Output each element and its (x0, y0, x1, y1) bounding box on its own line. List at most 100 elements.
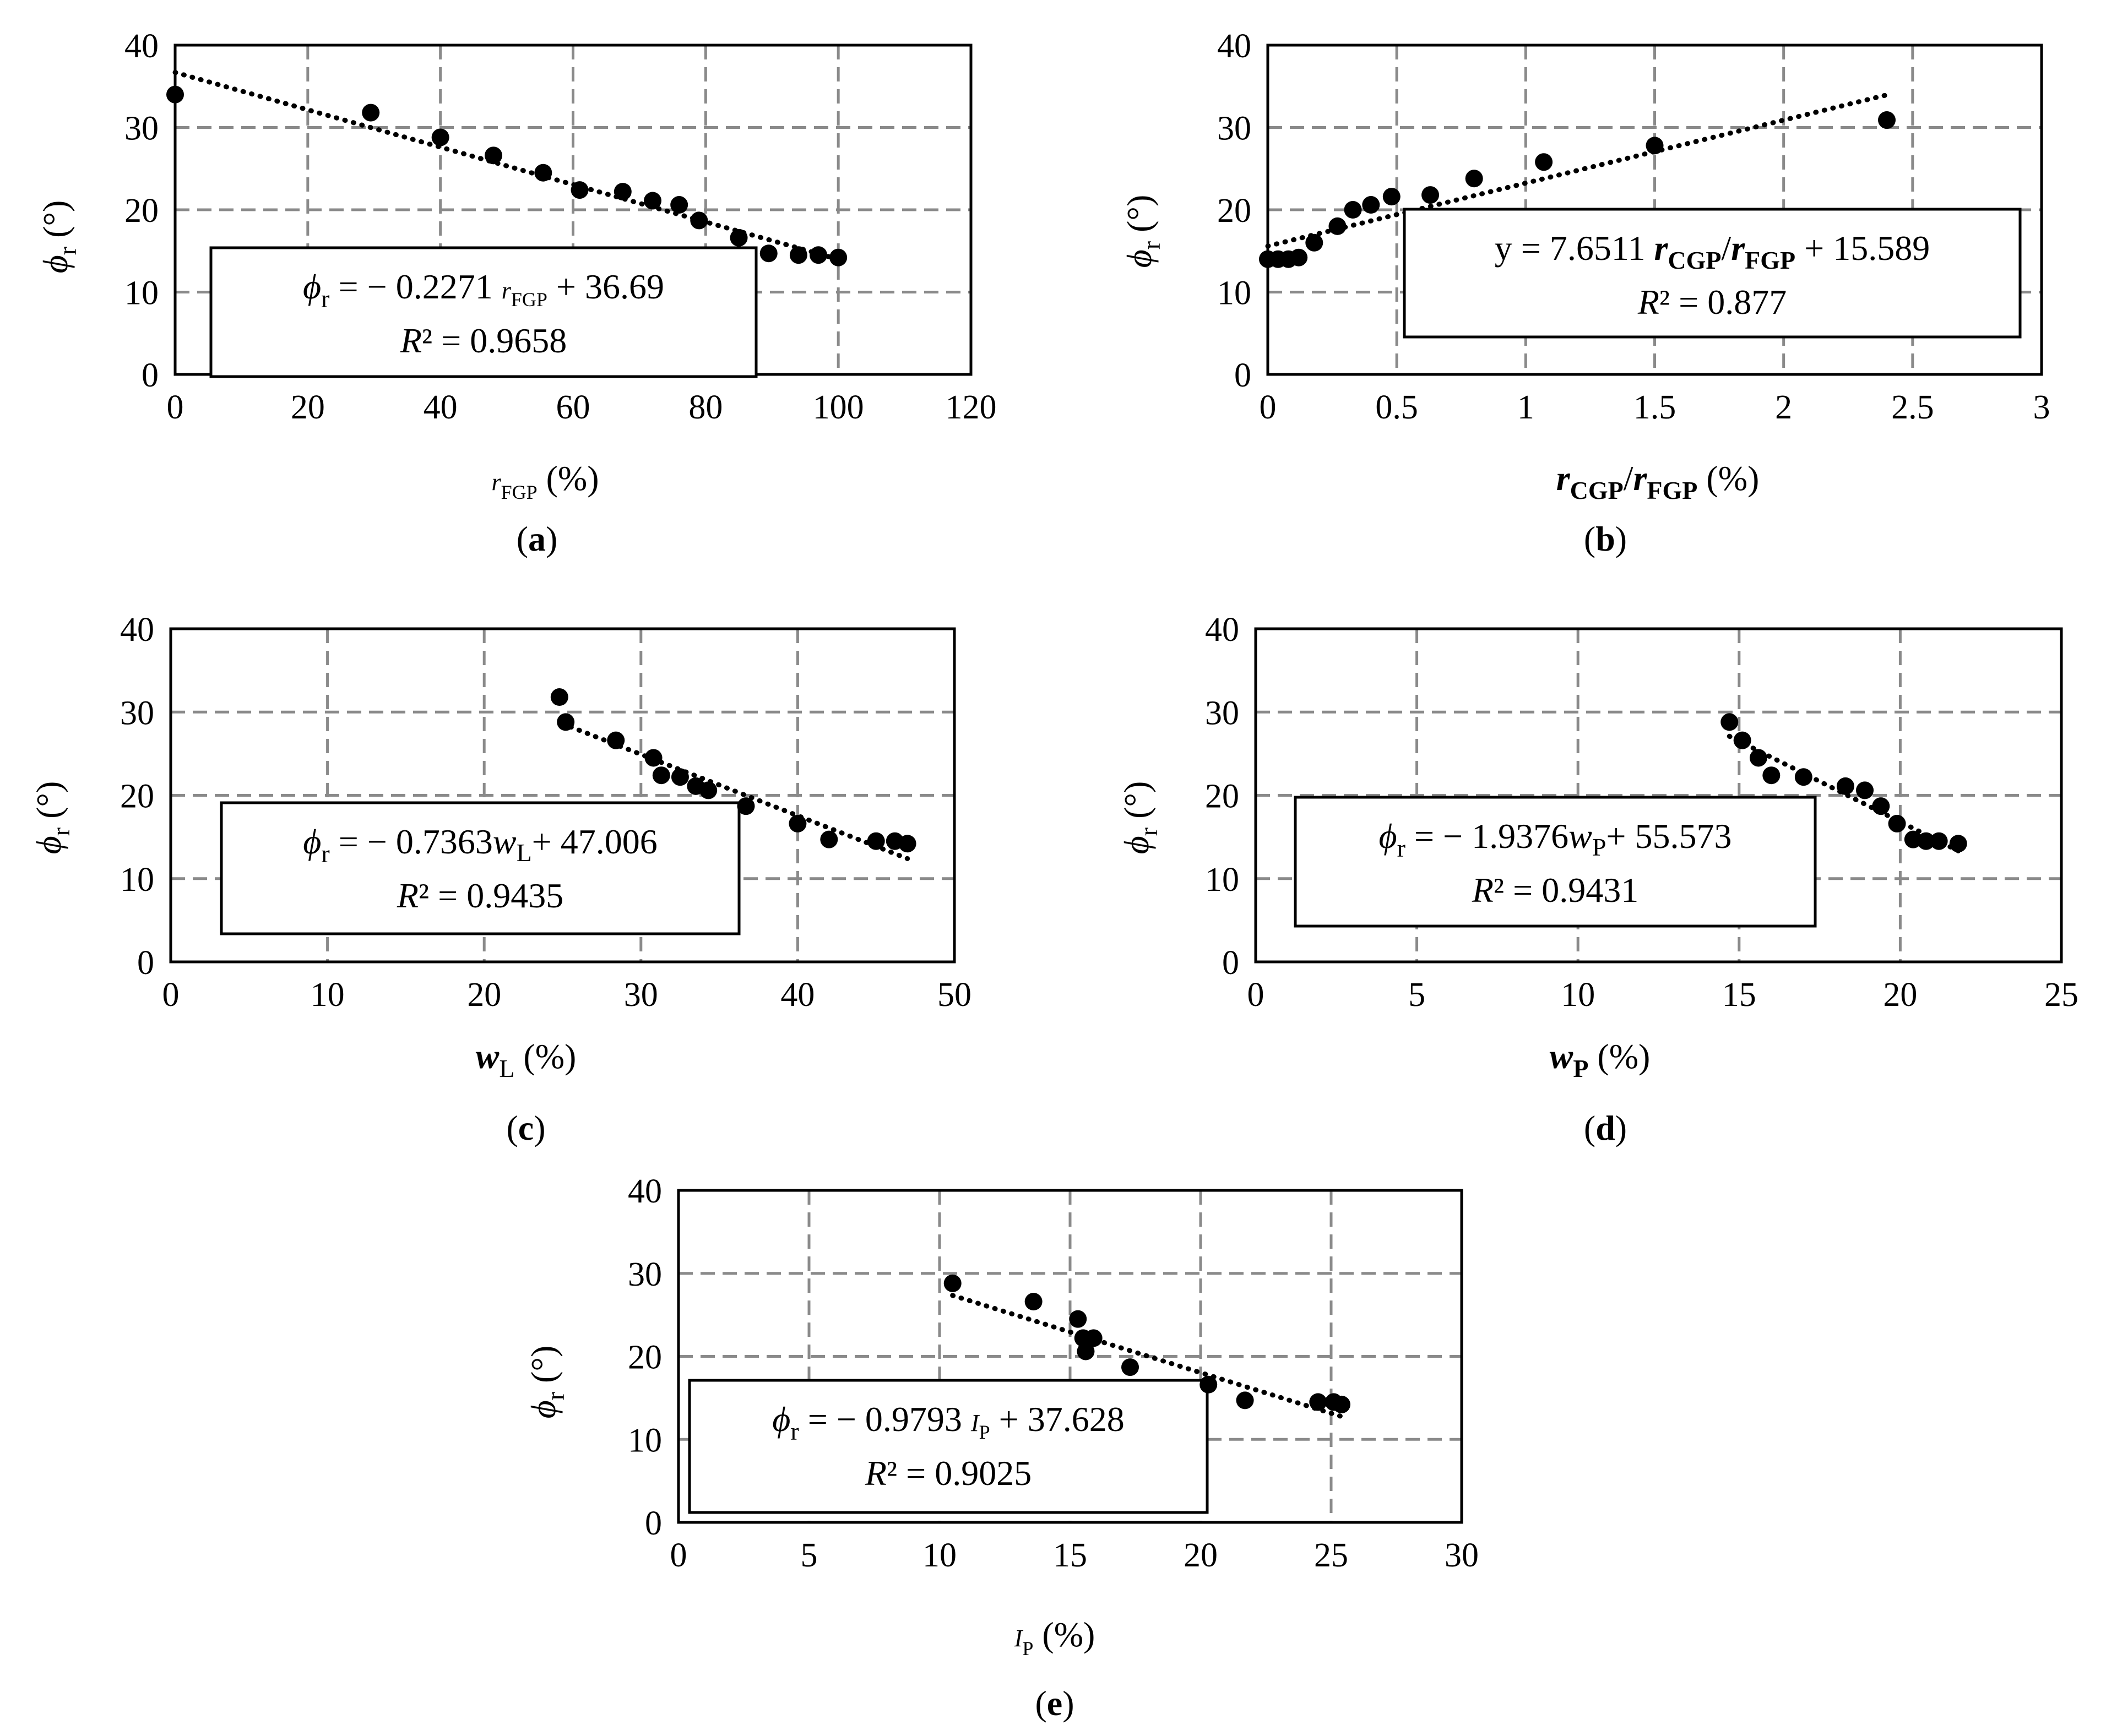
r-squared-symbol: R (865, 1454, 887, 1493)
data-point (1720, 713, 1739, 731)
data-point (1382, 188, 1401, 206)
x-tick-label: 100 (813, 389, 864, 426)
data-point (829, 248, 848, 266)
y-axis-unit: (°) (36, 200, 75, 247)
y-axis-unit: (°) (524, 1346, 563, 1392)
panel-caption: (a) (517, 519, 558, 558)
data-point (1646, 137, 1664, 155)
y-tick-label: 0 (645, 1505, 662, 1542)
y-axis-sub: r (53, 247, 82, 255)
data-point (789, 246, 807, 264)
plot-area-frame (1254, 627, 2063, 964)
equation-var-sub: CGP (1668, 246, 1721, 274)
x-tick-label: 0 (1247, 976, 1264, 1014)
y-tick-label: 30 (124, 110, 159, 148)
data-point (1069, 1310, 1087, 1328)
x-tick-label: 2 (1775, 389, 1792, 426)
x-tick-label: 15 (1053, 1537, 1087, 1574)
data-point (1199, 1375, 1218, 1394)
x-tick-label: 30 (624, 976, 658, 1014)
x-axis-unit: (%) (1697, 459, 1759, 498)
equation-var: r (502, 277, 512, 304)
r-squared-symbol: R (1637, 282, 1659, 322)
data-point (431, 128, 449, 146)
data-point (1236, 1391, 1254, 1410)
r-squared-text: R² = 0.9658 (400, 321, 567, 360)
equation-lhs: ϕ (772, 1400, 790, 1439)
y-tick-label: 40 (124, 28, 159, 65)
equation-var: w (493, 822, 517, 861)
equation-coef: = − 0.7363 (330, 822, 493, 861)
equation-box (220, 801, 741, 935)
y-tick-label: 0 (137, 944, 154, 982)
data-point (1749, 749, 1767, 767)
x-tick-label: 15 (1722, 976, 1756, 1014)
equation-box (209, 246, 758, 378)
x-tick-label: 20 (1184, 1537, 1218, 1574)
equation-lhs: ϕ (303, 267, 321, 306)
data-point (670, 196, 688, 214)
x-tick-label: 10 (1561, 976, 1595, 1014)
x-tick-label: 25 (1314, 1537, 1348, 1574)
y-axis-title: ϕr (°) (36, 200, 82, 274)
equation-text: ϕr = − 0.7363wL+ 47.006 (303, 822, 658, 868)
y-tick-label: 10 (1205, 861, 1239, 899)
equation-coef: = − 1.9376 (1405, 817, 1568, 856)
x-axis-sub2: FGP (1647, 476, 1697, 504)
r-squared-value: ² = 0.9435 (419, 876, 563, 915)
data-point (867, 832, 885, 850)
data-point (1949, 835, 1967, 853)
caption-paren-open: ( (1584, 519, 1595, 558)
data-point (557, 713, 575, 731)
equation-prefix: y = 7.6511 (1495, 228, 1654, 268)
y-tick-label: 30 (120, 694, 154, 732)
x-tick-label: 40 (424, 389, 458, 426)
y-axis-title: ϕr (°) (29, 781, 75, 855)
data-point (730, 228, 748, 247)
equation-var-sub: P (979, 1421, 990, 1443)
r-squared-symbol: R (1472, 870, 1494, 910)
data-point (1305, 233, 1323, 252)
x-tick-label: 0 (670, 1537, 687, 1574)
data-point (1465, 170, 1483, 188)
caption-letter: c (518, 1108, 534, 1147)
y-tick-label: 40 (628, 1173, 662, 1210)
y-axis-sub: r (1137, 241, 1165, 249)
x-tick-label: 20 (467, 976, 501, 1014)
x-tick-label: 10 (311, 976, 345, 1014)
y-axis-title: ϕr (°) (1120, 195, 1165, 268)
data-point (699, 781, 718, 799)
data-point (652, 766, 670, 785)
caption-letter: a (528, 519, 546, 558)
equation-slash: / (1721, 228, 1731, 268)
y-tick-label: 20 (124, 192, 159, 230)
y-axis-symbol: ϕ (1120, 249, 1159, 268)
data-point (1421, 186, 1440, 204)
plot-area-frame (1266, 43, 2043, 376)
caption-letter: b (1595, 519, 1615, 558)
caption-paren-open: ( (1035, 1684, 1046, 1723)
data-point (1794, 768, 1812, 786)
data-point (671, 768, 689, 786)
y-tick-label: 20 (1205, 778, 1239, 815)
equation-text: y = 7.6511 rCGP/rFGP + 15.589 (1495, 228, 1930, 274)
data-point (690, 211, 708, 230)
trendline (1265, 92, 1890, 249)
x-tick-label: 80 (688, 389, 723, 426)
caption-paren-close: ) (1062, 1684, 1074, 1723)
x-axis-title: rFGP (%) (491, 459, 599, 503)
caption-paren-close: ) (546, 519, 557, 558)
data-point (1762, 766, 1781, 785)
plot-area-frame (169, 627, 956, 964)
equation-lhs-sub: r (321, 285, 329, 313)
y-tick-label: 0 (142, 357, 159, 394)
x-axis-sub: P (1022, 1637, 1033, 1659)
y-axis-unit: (°) (1120, 195, 1159, 241)
y-tick-label: 20 (120, 778, 154, 815)
caption-paren-close: ) (1615, 1108, 1627, 1147)
equation-var-sub: L (517, 839, 532, 867)
data-point (1121, 1358, 1139, 1376)
y-axis-sub: r (1135, 828, 1163, 836)
data-point (1084, 1329, 1103, 1347)
y-axis-unit: (°) (1117, 781, 1156, 828)
